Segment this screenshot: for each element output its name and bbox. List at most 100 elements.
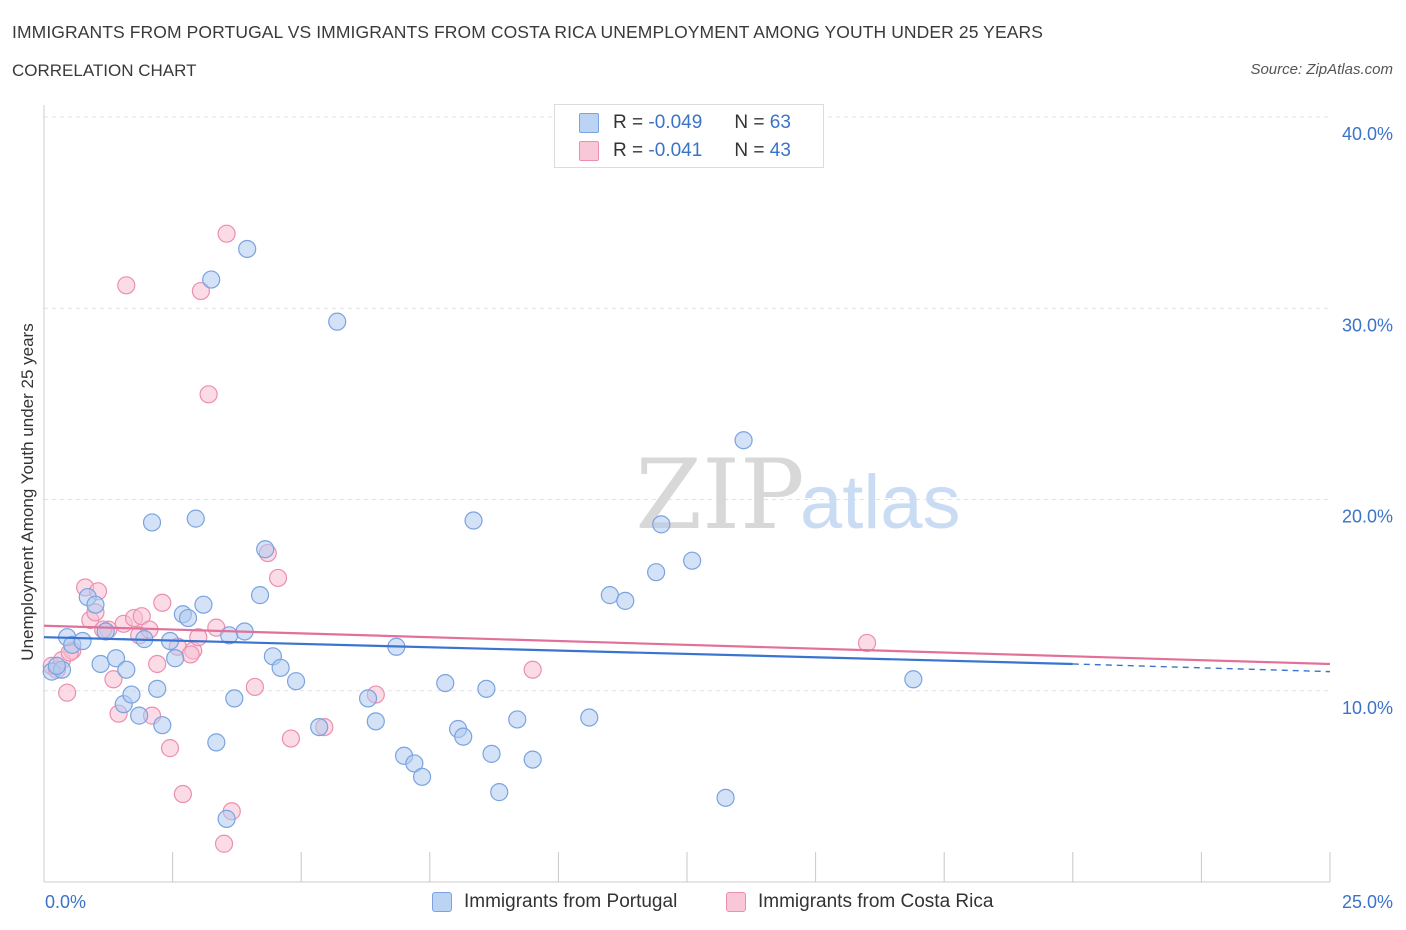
point-costa-rica (191, 281, 210, 301)
bottom-legend-costa-rica: Immigrants from Costa Rica (726, 888, 993, 916)
x-tick-label: 25.0% (1342, 892, 1393, 912)
axis-labels: 10.0% 20.0% 30.0% 40.0% 0.0% 25.0% Unemploymen… (18, 124, 1393, 912)
y-axis-label: Unemployment Among Youth under 25 years (18, 323, 37, 660)
point-portugal (96, 622, 115, 641)
point-portugal (328, 312, 347, 331)
point-portugal (508, 710, 527, 729)
point-portugal (482, 744, 501, 763)
point-portugal (600, 586, 619, 605)
source-label: Source: ZipAtlas.com (1250, 61, 1393, 78)
point-portugal (310, 717, 329, 737)
n-label: N = (734, 112, 765, 133)
legend-swatch-costa-rica (726, 892, 746, 912)
point-portugal (207, 733, 226, 752)
point-costa-rica (153, 593, 172, 612)
point-portugal (194, 595, 213, 614)
watermark-zip: ZIP (635, 439, 804, 551)
chart-subtitle: CORRELATION CHART (12, 61, 197, 80)
r-label: R = (613, 140, 644, 161)
grid-lines (44, 116, 1330, 692)
legend-label-costa-rica: Immigrants from Costa Rica (758, 891, 994, 912)
point-costa-rica (160, 739, 180, 758)
point-portugal (477, 679, 496, 698)
point-portugal (647, 563, 666, 582)
legend-swatch-portugal (432, 892, 452, 912)
y-tick-label: 20.0% (1342, 507, 1393, 527)
point-costa-rica (217, 224, 236, 243)
trend-line-portugal (43, 636, 1073, 666)
point-costa-rica (199, 385, 218, 404)
point-portugal (238, 239, 257, 259)
point-portugal (225, 689, 244, 708)
point-portugal (366, 712, 385, 731)
point-costa-rica (857, 633, 877, 653)
point-costa-rica (148, 654, 167, 674)
y-tick-label: 40.0% (1342, 124, 1393, 144)
point-portugal (122, 685, 141, 704)
point-portugal (256, 540, 275, 559)
point-portugal (217, 809, 236, 828)
point-portugal (464, 511, 483, 530)
y-tick-label: 30.0% (1342, 315, 1393, 335)
chart-title: IMMIGRANTS FROM PORTUGAL VS IMMIGRANTS F… (12, 22, 1044, 42)
r-value: -0.041 (648, 140, 703, 161)
legend-swatch-portugal (579, 113, 599, 133)
point-costa-rica (523, 660, 542, 679)
r-value: -0.049 (648, 112, 703, 133)
point-portugal (734, 431, 753, 450)
watermark-atlas: atlas (800, 460, 961, 545)
point-portugal (405, 754, 424, 773)
point-portugal (652, 515, 671, 534)
point-portugal (166, 649, 185, 668)
trend-lines (43, 624, 1331, 673)
legend-swatch-costa-rica (579, 141, 599, 161)
point-portugal (271, 658, 290, 677)
point-portugal (91, 654, 110, 674)
point-portugal (683, 551, 702, 570)
x-tick-label: 0.0% (45, 892, 86, 912)
point-costa-rica (268, 568, 288, 588)
n-value: 43 (769, 140, 791, 161)
point-costa-rica (245, 677, 265, 697)
point-portugal (454, 727, 473, 746)
point-portugal (358, 689, 378, 708)
point-portugal (142, 513, 162, 532)
point-portugal (130, 706, 149, 725)
point-costa-rica (181, 645, 200, 664)
point-portugal (106, 649, 126, 668)
point-portugal (412, 767, 432, 786)
n-label: N = (734, 140, 765, 161)
point-portugal (490, 783, 509, 802)
n-value: 63 (769, 112, 791, 133)
point-costa-rica (281, 729, 301, 748)
point-portugal (73, 631, 92, 651)
point-portugal (523, 750, 542, 769)
point-portugal (580, 708, 599, 727)
point-costa-rica (104, 670, 123, 689)
point-costa-rica (214, 834, 234, 853)
point-portugal (148, 679, 167, 698)
point-portugal (286, 672, 306, 691)
bottom-legend-portugal: Immigrants from Portugal (432, 888, 677, 916)
legend-row-costa-rica: R = -0.041 N = 43 (579, 138, 791, 164)
point-costa-rica (117, 276, 136, 295)
point-portugal (47, 656, 66, 675)
point-costa-rica (173, 784, 192, 804)
y-tick-label: 10.0% (1342, 698, 1393, 718)
r-label: R = (613, 112, 644, 133)
point-portugal (86, 595, 105, 614)
point-portugal (117, 660, 136, 679)
point-costa-rica (58, 683, 77, 702)
legend-label-portugal: Immigrants from Portugal (464, 891, 678, 912)
point-portugal (436, 673, 455, 693)
trend-line-costa-rica (43, 624, 1331, 666)
point-portugal (186, 509, 205, 528)
stats-legend: R = -0.049 N = 63 R = -0.041 N = 43 (554, 104, 824, 168)
point-portugal (153, 716, 172, 735)
trend-line-portugal-extension (1072, 663, 1331, 673)
point-portugal (616, 591, 635, 610)
point-portugal (178, 608, 198, 628)
point-portugal (716, 788, 735, 807)
point-portugal (202, 270, 221, 289)
